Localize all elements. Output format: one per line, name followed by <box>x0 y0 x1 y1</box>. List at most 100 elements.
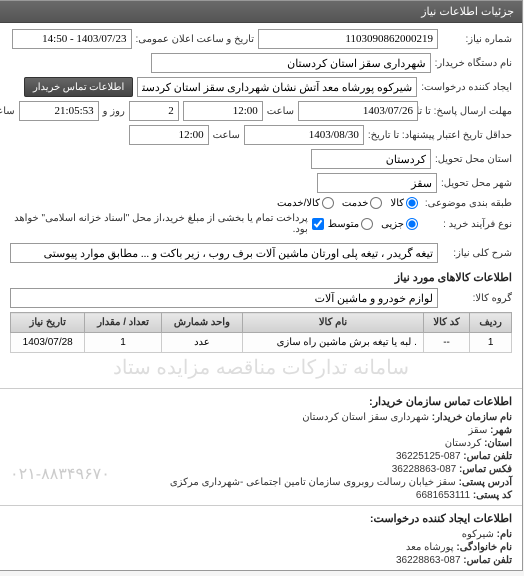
validity-label: حداقل تاریخ اعتبار پیشنهاد: تا تاریخ: <box>369 130 513 141</box>
req-title: اطلاعات ایجاد کننده درخواست: <box>11 512 513 525</box>
th-row: ردیف <box>471 313 513 333</box>
deadline-label: مهلت ارسال پاسخ: تا تاریخ: <box>423 106 513 117</box>
cpost-label: کد پستی: <box>474 490 513 501</box>
cfax-line: فکس تماس: 087-36228863 ۰۲۱-۸۸۳۴۹۶۷۰ <box>11 464 513 475</box>
cell-code: -- <box>424 333 470 353</box>
remain-time-input[interactable] <box>20 101 100 121</box>
th-unit: واحد شمارش <box>162 313 243 333</box>
cpost-value: 6681653111 <box>417 490 471 501</box>
contact-title: اطلاعات تماس سازمان خریدار: <box>11 395 513 408</box>
cell-row: 1 <box>471 333 513 353</box>
radio-service[interactable]: خدمت <box>343 197 384 209</box>
row-need-number: شماره نیاز: تاریخ و ساعت اعلان عمومی: <box>11 29 513 49</box>
table-header-row: ردیف کد کالا نام کالا واحد شمارش تعداد /… <box>12 313 513 333</box>
cphone-line: تلفن تماس: 087-36225125 <box>11 451 513 462</box>
radio-medium-label: متوسط <box>329 219 360 230</box>
treasury-checkbox[interactable] <box>313 218 325 230</box>
row-deadline: مهلت ارسال پاسخ: تا تاریخ: ساعت روز و سا… <box>11 101 513 121</box>
buyer-label: نام دستگاه خریدار: <box>436 58 513 69</box>
rfamily-label: نام خانوادگی: <box>457 542 513 553</box>
cell-qty: 1 <box>86 333 162 353</box>
ccity-value: سقز <box>469 425 488 436</box>
radio-service-label: خدمت <box>343 198 370 209</box>
buytype-note: پرداخت تمام یا بخشی از مبلغ خرید،از محل … <box>11 213 309 235</box>
row-province: استان محل تحویل: <box>11 149 513 169</box>
province-input[interactable] <box>312 149 432 169</box>
row-city: شهر محل تحویل: <box>11 173 513 193</box>
requester-label: ایجاد کننده درخواست: <box>422 82 513 93</box>
row-category: طبقه بندی موضوعی: کالا خدمت کالا/خدمت <box>11 197 513 209</box>
rname-label: نام: <box>498 529 513 540</box>
requester-input[interactable] <box>138 77 418 97</box>
cpost-line: کد پستی: 6681653111 <box>11 490 513 501</box>
contact-button[interactable]: اطلاعات تماس خریدار <box>25 77 134 97</box>
rphone-value: 087-36228863 <box>397 555 462 566</box>
desc-input[interactable] <box>11 243 439 263</box>
ccity-line: شهر: سقز <box>11 425 513 436</box>
time-label-1: ساعت <box>268 106 295 117</box>
row-validity: حداقل تاریخ اعتبار پیشنهاد: تا تاریخ: سا… <box>11 125 513 145</box>
validity-time-input[interactable] <box>130 125 210 145</box>
cprov-line: استان: کردستان <box>11 438 513 449</box>
deadline-time-input[interactable] <box>184 101 264 121</box>
panel-title: جزئیات اطلاعات نیاز <box>1 1 523 23</box>
ccity-label: شهر: <box>491 425 513 436</box>
cell-unit: عدد <box>162 333 243 353</box>
radio-service-input[interactable] <box>371 197 383 209</box>
deadline-date-input[interactable] <box>299 101 419 121</box>
rphone-line: تلفن تماس: 087-36228863 <box>11 555 513 566</box>
days-remaining-input[interactable] <box>130 101 180 121</box>
rfamily-line: نام خانوادگی: پورشاه معد <box>11 542 513 553</box>
row-buytype: نوع فرآیند خرید : جزیی متوسط پرداخت تمام… <box>11 213 513 235</box>
radio-partial-label: جزیی <box>382 219 405 230</box>
th-date: تاریخ نیاز <box>12 313 86 333</box>
goods-section-title: اطلاعات کالاهای مورد نیاز <box>11 267 513 288</box>
radio-partial-input[interactable] <box>407 218 419 230</box>
announce-label: تاریخ و ساعت اعلان عمومی: <box>137 34 256 45</box>
cphone-value: 087-36225125 <box>397 451 462 462</box>
radio-both-input[interactable] <box>323 197 335 209</box>
radio-medium[interactable]: متوسط <box>329 218 374 230</box>
details-panel: جزئیات اطلاعات نیاز شماره نیاز: تاریخ و … <box>0 0 524 571</box>
announce-input[interactable] <box>13 29 133 49</box>
cprov-value: کردستان <box>446 438 483 449</box>
phone2-watermark: ۰۲۱-۸۸۳۴۹۶۷۰ <box>11 464 111 484</box>
radio-goods-input[interactable] <box>407 197 419 209</box>
radio-both-label: کالا/خدمت <box>278 198 321 209</box>
need-number-label: شماره نیاز: <box>443 34 513 45</box>
org-label: نام سازمان خریدار: <box>433 412 513 423</box>
th-qty: تعداد / مقدار <box>86 313 162 333</box>
rname-value: شیرکوه <box>463 529 495 540</box>
radio-both[interactable]: کالا/خدمت <box>278 197 335 209</box>
radio-goods[interactable]: کالا <box>391 197 419 209</box>
rfamily-value: پورشاه معد <box>407 542 455 553</box>
desc-label: شرح کلی نیاز: <box>443 248 513 259</box>
group-input[interactable] <box>11 288 439 308</box>
table-row: 1 -- . لبه یا تیغه برش ماشین راه سازی عد… <box>12 333 513 353</box>
th-code: کد کالا <box>424 313 470 333</box>
row-desc: شرح کلی نیاز: <box>11 243 513 263</box>
requester-section: اطلاعات ایجاد کننده درخواست: نام: شیرکوه… <box>1 505 523 570</box>
rphone-label: تلفن تماس: <box>464 555 513 566</box>
buytype-label: نوع فرآیند خرید : <box>423 219 513 230</box>
radio-goods-label: کالا <box>391 198 405 209</box>
form-area: شماره نیاز: تاریخ و ساعت اعلان عمومی: نا… <box>1 23 523 388</box>
buyer-input[interactable] <box>152 53 432 73</box>
validity-date-input[interactable] <box>245 125 365 145</box>
caddr-value: سقز خیابان رسالت روبروی سازمان تامین اجت… <box>171 477 457 488</box>
need-number-input[interactable] <box>259 29 439 49</box>
row-group: گروه کالا: <box>11 288 513 308</box>
cfax-value: 087-36228863 <box>393 464 458 475</box>
city-input[interactable] <box>318 173 438 193</box>
cell-name: . لبه یا تیغه برش ماشین راه سازی <box>244 333 425 353</box>
radio-partial[interactable]: جزیی <box>382 218 419 230</box>
contact-section: اطلاعات تماس سازمان خریدار: نام سازمان خ… <box>1 388 523 505</box>
category-label: طبقه بندی موضوعی: <box>423 198 513 209</box>
org-value: شهرداری سقز استان کردستان <box>303 412 430 423</box>
buytype-radios: جزیی متوسط <box>329 218 419 230</box>
city-label: شهر محل تحویل: <box>442 178 513 189</box>
caddr-label: آدرس پستی: <box>460 477 513 488</box>
days-label: روز و <box>104 106 126 117</box>
goods-table: ردیف کد کالا نام کالا واحد شمارش تعداد /… <box>11 312 513 353</box>
radio-medium-input[interactable] <box>362 218 374 230</box>
